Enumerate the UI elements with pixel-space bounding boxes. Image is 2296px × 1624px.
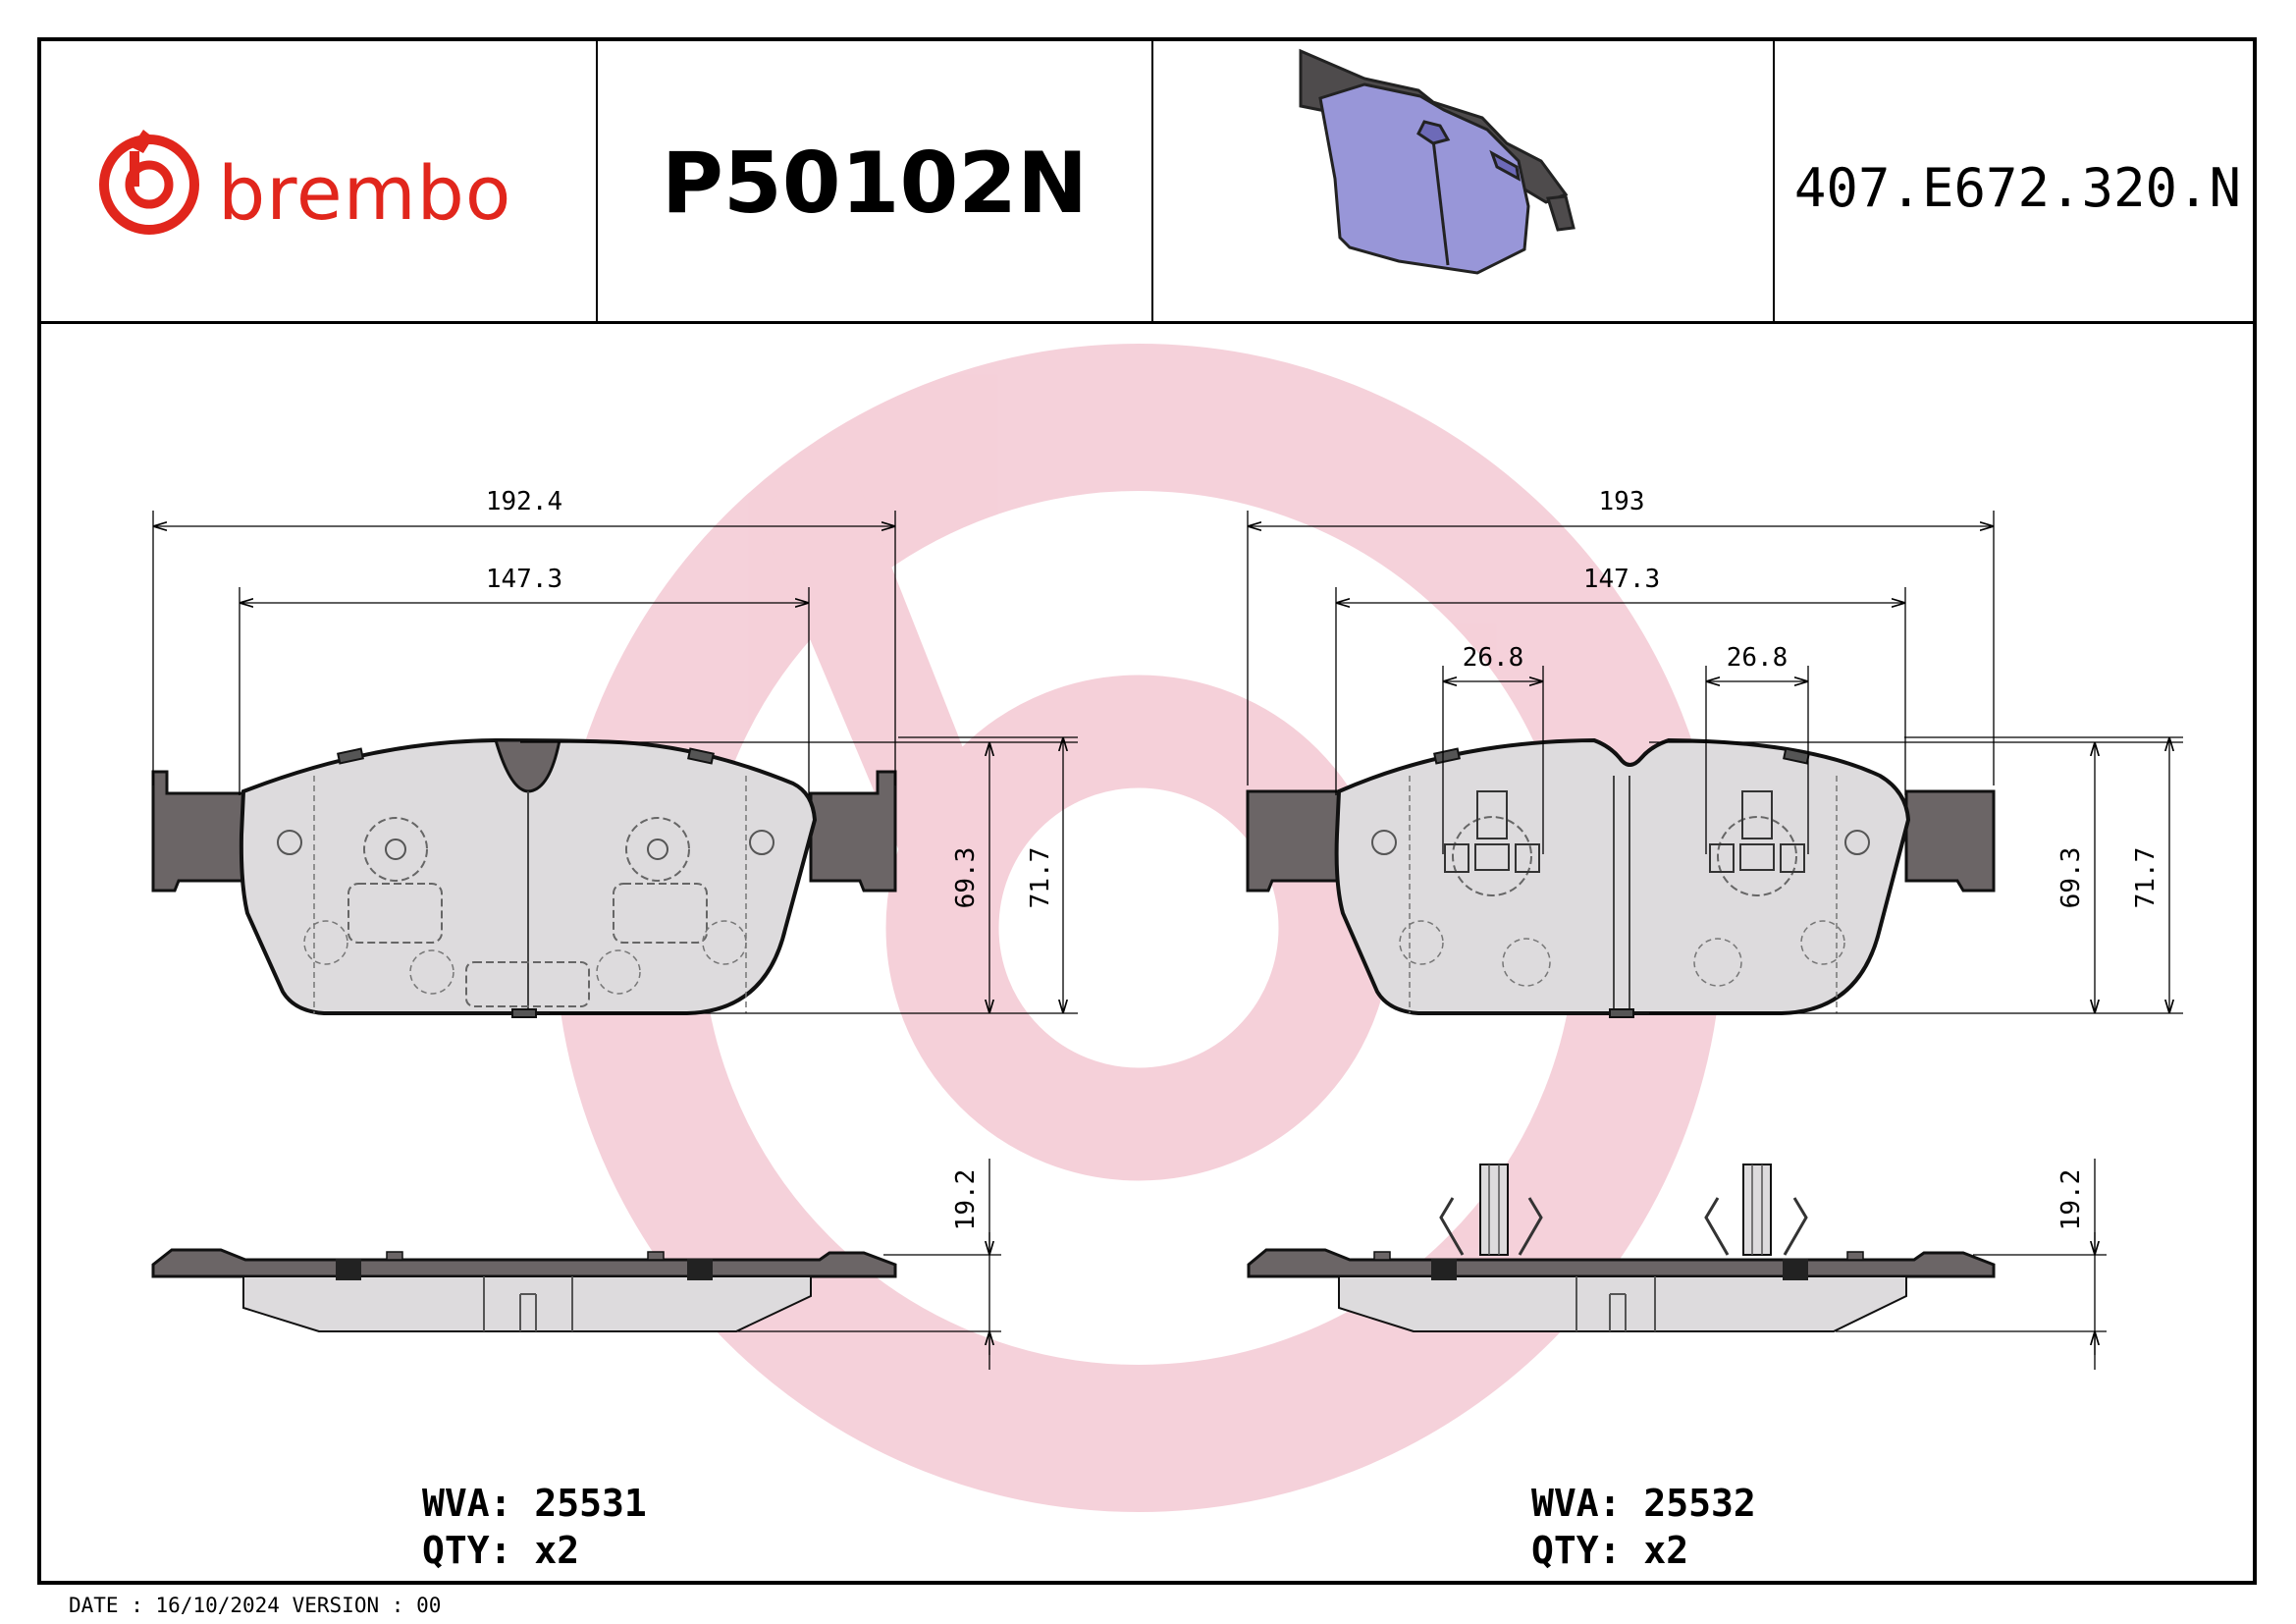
reference-cell: 407.E672.320.N	[1775, 41, 2261, 321]
right-dimensions	[1247, 511, 2183, 1370]
pad-preview-cell	[1153, 41, 1775, 321]
date-label: DATE :	[69, 1594, 143, 1617]
right-pad-info: WVA: 25532 QTY: x2	[1531, 1480, 1756, 1574]
left-qty-value: x2	[534, 1529, 580, 1572]
left-friction-width-label: 147.3	[486, 565, 562, 594]
left-wva-value: 25531	[534, 1482, 647, 1525]
left-overall-height-label: 71.7	[1026, 847, 1055, 909]
date-value: 16/10/2024	[155, 1594, 280, 1617]
left-qty-label: QTY:	[422, 1529, 512, 1572]
right-wva-line: WVA: 25532	[1531, 1480, 1756, 1527]
right-sensor-offset-right-label: 26.8	[1727, 643, 1789, 673]
version-label: VERSION :	[292, 1594, 404, 1617]
right-overall-height-label: 71.7	[2131, 847, 2161, 909]
left-pad-side-view	[151, 1248, 897, 1332]
title-block: brembo P50102N 407.E672.320.N	[41, 41, 2253, 324]
right-friction-height-label: 69.3	[2056, 847, 2086, 909]
left-overall-width-label: 192.4	[486, 487, 562, 516]
version-value: 00	[416, 1594, 442, 1617]
right-sensor-offset-left-label: 26.8	[1463, 643, 1524, 673]
right-wva-value: 25532	[1643, 1482, 1756, 1525]
brembo-logo-icon	[99, 130, 199, 235]
right-pad-front-view	[1246, 737, 1996, 1018]
right-wva-label: WVA:	[1531, 1482, 1622, 1525]
brake-pad-preview-image	[1299, 48, 1575, 275]
left-qty-line: QTY: x2	[422, 1527, 647, 1574]
left-friction-height-label: 69.3	[951, 847, 981, 909]
left-pad-info: WVA: 25531 QTY: x2	[422, 1480, 647, 1574]
reference-number: 407.E672.320.N	[1793, 157, 2242, 219]
brand-cell: brembo	[41, 41, 598, 321]
left-thickness-label: 19.2	[951, 1169, 981, 1231]
right-overall-width-label: 193	[1599, 487, 1645, 516]
right-qty-line: QTY: x2	[1531, 1527, 1756, 1574]
footer-date-version: DATE : 16/10/2024 VERSION : 00	[69, 1594, 441, 1617]
part-number: P50102N	[661, 135, 1089, 233]
right-thickness-label: 19.2	[2056, 1169, 2086, 1231]
left-wva-line: WVA: 25531	[422, 1480, 647, 1527]
left-wva-label: WVA:	[422, 1482, 512, 1525]
right-qty-value: x2	[1643, 1529, 1689, 1572]
left-dimensions	[152, 511, 1078, 1370]
right-pad-side-view	[1247, 1164, 1996, 1332]
left-pad-front-view	[151, 737, 897, 1018]
right-friction-width-label: 147.3	[1583, 565, 1660, 594]
part-number-cell: P50102N	[598, 41, 1153, 321]
drawing-sheet: brembo P50102N 407.E672.320.N	[37, 37, 2257, 1585]
brand-name: brembo	[218, 149, 512, 237]
right-qty-label: QTY:	[1531, 1529, 1622, 1572]
